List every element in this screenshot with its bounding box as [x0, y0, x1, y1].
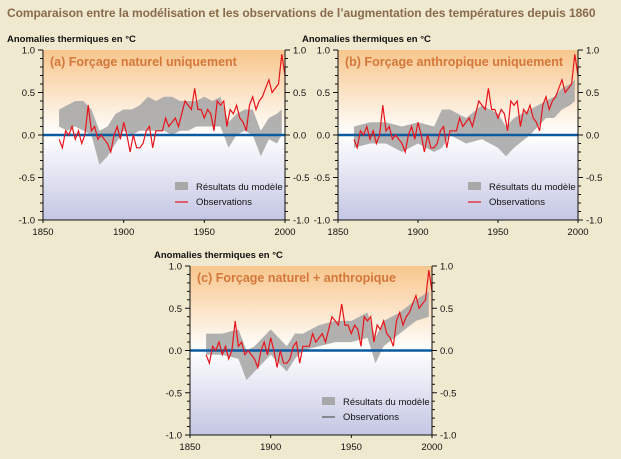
- x-tick-label: 1850: [32, 227, 53, 238]
- y-tick-label-right: 0.0: [586, 131, 599, 142]
- y-axis-label: Anomalies thermiques en °C: [154, 250, 283, 261]
- legend-model-swatch: [175, 182, 188, 190]
- legend-observations-label: Observations: [196, 197, 252, 208]
- x-tick-label: 1900: [113, 227, 134, 238]
- x-tick-label: 1900: [260, 442, 281, 453]
- y-tick-label-left: 0.0: [169, 346, 182, 357]
- y-tick-label-right: -0.5: [293, 173, 309, 184]
- y-tick-label-left: -1.0: [19, 216, 35, 227]
- y-tick-label-right: -1.0: [586, 216, 602, 227]
- y-tick-label-left: 0.0: [317, 131, 330, 142]
- panel-title: (c) Forçage naturel + anthropique: [197, 271, 396, 285]
- x-tick-label: 1850: [327, 227, 348, 238]
- legend-observations-label: Observations: [343, 412, 399, 423]
- model-results-band: [354, 79, 575, 157]
- y-tick-label-right: -0.5: [586, 173, 602, 184]
- y-tick-label-left: 1.0: [22, 46, 35, 57]
- legend-model-label: Résultats du modèle: [343, 397, 430, 408]
- y-tick-label-right: -1.0: [440, 431, 456, 442]
- y-tick-label-right: 1.0: [440, 262, 453, 273]
- y-tick-label-left: -1.0: [314, 216, 330, 227]
- y-axis-label: Anomalies thermiques en °C: [7, 34, 136, 45]
- y-tick-label-left: 0.5: [169, 304, 182, 315]
- panel-title: (a) Forçage naturel uniquement: [50, 55, 238, 69]
- observations-line: [353, 54, 579, 155]
- chart-panel-a: Anomalies thermiques en °C -1.0 -1.0 -0.5 -0…: [7, 34, 309, 238]
- observations-line: [205, 270, 433, 370]
- model-results-band: [206, 291, 429, 381]
- x-tick-label: 2000: [274, 227, 295, 238]
- y-tick-label-left: 0.0: [22, 131, 35, 142]
- legend-observations-label: Observations: [489, 197, 545, 208]
- y-tick-label-left: 0.5: [22, 88, 35, 99]
- model-results-band: [59, 96, 282, 165]
- y-tick-label-left: -0.5: [166, 388, 182, 399]
- x-tick-label: 1950: [487, 227, 508, 238]
- legend-model-label: Résultats du modèle: [489, 182, 576, 193]
- x-tick-label: 1950: [194, 227, 215, 238]
- y-tick-label-left: -1.0: [166, 431, 182, 442]
- x-tick-label: 1850: [179, 442, 200, 453]
- y-axis-label: Anomalies thermiques en °C: [302, 34, 431, 45]
- y-tick-label-left: -0.5: [19, 173, 35, 184]
- y-tick-label-left: -0.5: [314, 173, 330, 184]
- y-tick-label-right: 1.0: [586, 46, 599, 57]
- y-tick-label-right: 0.5: [293, 88, 306, 99]
- y-tick-label-right: 0.0: [440, 346, 453, 357]
- figure-title: Comparaison entre la modélisation et les…: [7, 6, 596, 20]
- legend-model-label: Résultats du modèle: [196, 182, 283, 193]
- chart-panel-c: Anomalies thermiques en °C -1.0 -1.0 -0.5 -0…: [154, 250, 456, 453]
- y-tick-label-left: 0.5: [317, 88, 330, 99]
- legend-model-swatch: [322, 397, 335, 405]
- y-tick-label-right: 0.0: [293, 131, 306, 142]
- x-tick-label: 1900: [407, 227, 428, 238]
- y-tick-label-right: -1.0: [293, 216, 309, 227]
- chart-panel-b: Anomalies thermiques en °C -1.0 -1.0 -0.5 -0…: [302, 34, 602, 238]
- x-tick-label: 2000: [567, 227, 588, 238]
- legend-model-swatch: [468, 182, 481, 190]
- y-tick-label-left: 1.0: [169, 262, 182, 273]
- x-tick-label: 2000: [421, 442, 442, 453]
- y-tick-label-left: 1.0: [317, 46, 330, 57]
- panel-title: (b) Forçage anthropique uniquement: [345, 55, 564, 69]
- y-tick-label-right: 0.5: [586, 88, 599, 99]
- y-tick-label-right: 0.5: [440, 304, 453, 315]
- y-tick-label-right: -0.5: [440, 388, 456, 399]
- x-tick-label: 1950: [341, 442, 362, 453]
- y-tick-label-right: 1.0: [293, 46, 306, 57]
- observations-line: [58, 54, 286, 155]
